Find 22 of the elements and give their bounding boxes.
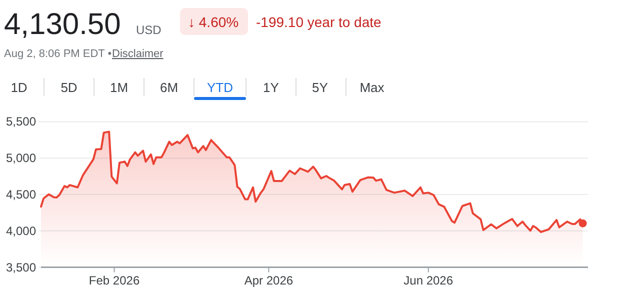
x-tick-label: Feb 2026 (88, 273, 140, 288)
text: 5Y (312, 80, 328, 95)
y-tick-label: 4,000 (6, 224, 36, 238)
text: Max (360, 80, 385, 95)
text: 1Y (263, 80, 280, 95)
y-tick-label: 3,500 (6, 260, 36, 274)
text: Aug 2, 8:06 PM EDT • (4, 48, 112, 60)
y-tick-label: 4,500 (6, 188, 36, 202)
text: 1D (10, 80, 28, 95)
chart-title: 4,130.50 (4, 8, 121, 41)
text: 6M (160, 80, 178, 95)
text: 1M (110, 80, 128, 95)
x-tick-label: Apr 2026 (244, 273, 294, 288)
text: YTD (207, 80, 233, 95)
y-tick-label: 5,500 (6, 114, 36, 129)
text: 5D (60, 80, 78, 95)
text: USD (136, 23, 162, 37)
text: -199.10 year to date (256, 14, 382, 30)
text: ↓ 4.60% (188, 14, 239, 30)
x-tick-label: Jun 2026 (404, 273, 454, 288)
y-tick-label: 5,000 (6, 151, 36, 166)
text: Disclaimer (112, 48, 164, 60)
